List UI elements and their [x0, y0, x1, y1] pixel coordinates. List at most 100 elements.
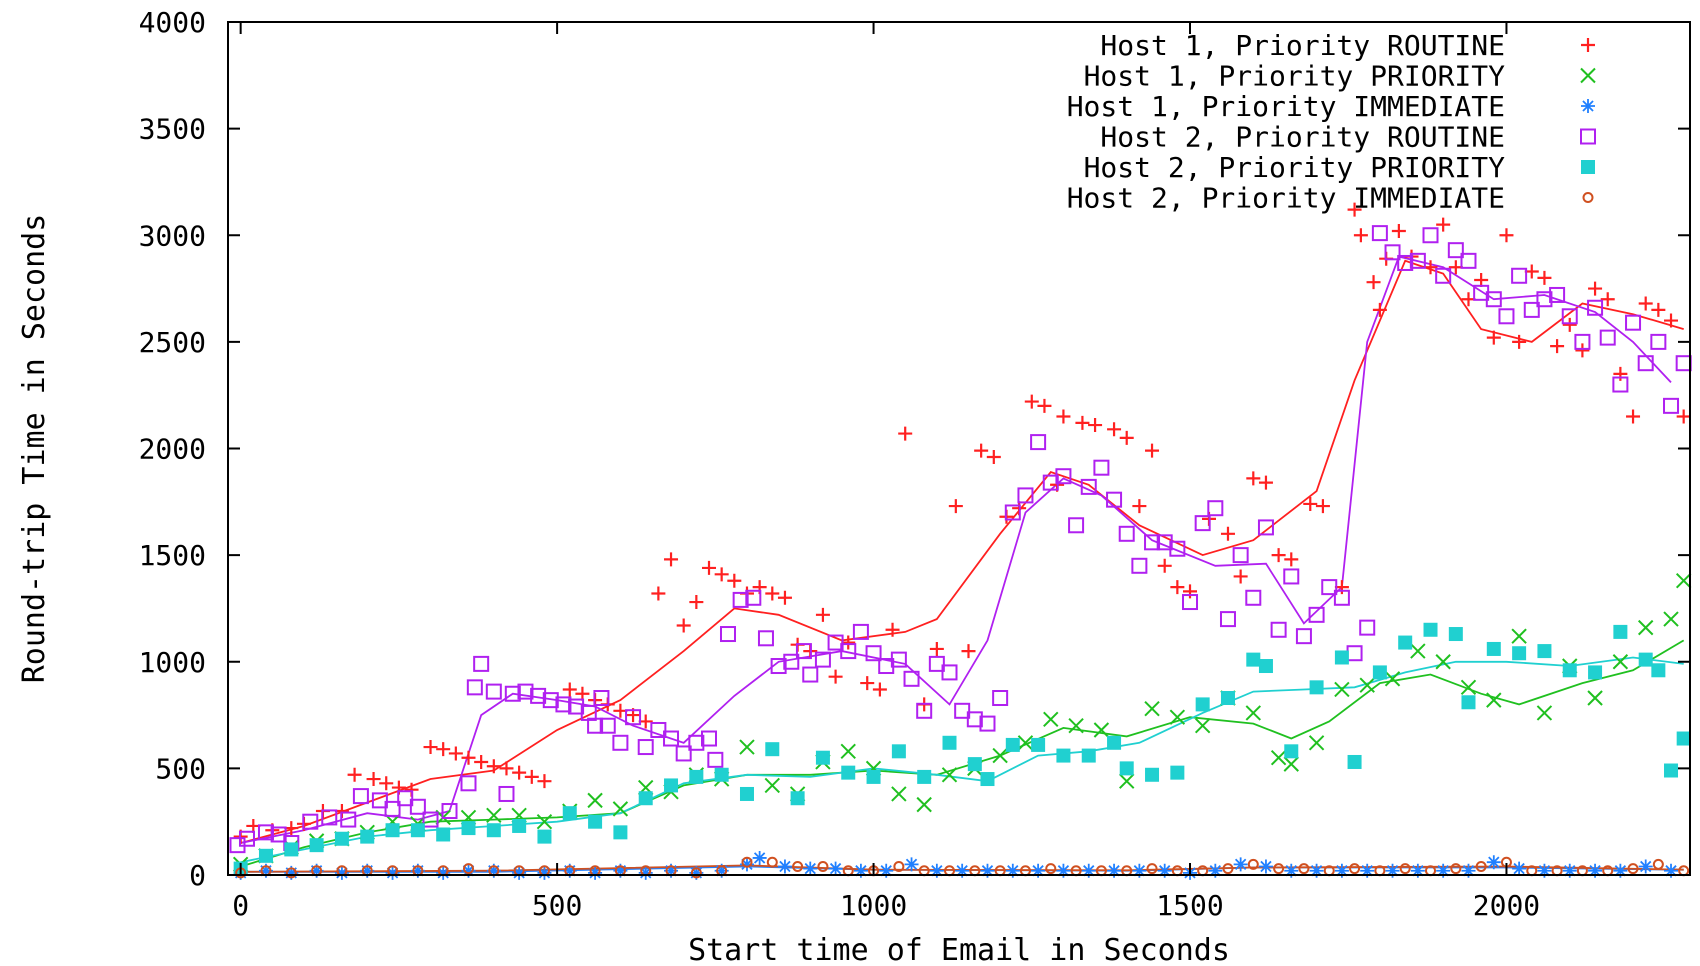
data-point — [986, 450, 1001, 465]
data-point — [1436, 863, 1451, 878]
square-marker — [1587, 299, 1604, 316]
cross-marker — [1043, 711, 1059, 728]
plus-marker — [1366, 275, 1381, 290]
data-point — [885, 622, 900, 637]
data-point — [891, 744, 906, 759]
data-point — [1081, 748, 1096, 763]
square-marker — [238, 830, 255, 847]
data-point — [790, 791, 805, 806]
data-point — [448, 746, 463, 761]
data-point — [441, 803, 458, 820]
data-point — [1523, 301, 1540, 318]
data-point — [866, 769, 881, 784]
data-point — [827, 634, 844, 651]
plus-marker — [777, 590, 792, 605]
data-point — [1613, 624, 1628, 639]
square-marker — [466, 679, 483, 696]
plus-marker — [1537, 270, 1552, 285]
data-point — [1562, 317, 1577, 332]
cross-marker — [1144, 700, 1160, 717]
data-point — [1257, 519, 1274, 536]
filled-square-marker — [1676, 731, 1691, 746]
plus-marker — [486, 759, 501, 774]
data-point — [474, 754, 489, 769]
data-point — [1588, 863, 1603, 878]
plus-marker — [1575, 343, 1590, 358]
data-point — [1398, 635, 1413, 650]
square-marker — [270, 826, 287, 843]
square-marker — [1219, 611, 1236, 628]
square-marker — [530, 687, 547, 704]
star-marker — [1284, 863, 1299, 878]
trend-line — [240, 259, 1684, 844]
data-point — [1599, 329, 1616, 346]
plus-marker — [1436, 217, 1451, 232]
filled-square-marker — [309, 838, 324, 853]
y-tick-label: 0 — [189, 859, 206, 892]
plus-marker — [1581, 38, 1595, 52]
data-point — [1245, 705, 1262, 721]
data-point — [1183, 584, 1198, 599]
data-point — [1233, 857, 1248, 872]
y-tick-label: 3000 — [139, 219, 206, 252]
cross-marker — [1435, 654, 1451, 670]
square-marker — [1080, 478, 1097, 495]
data-point — [739, 739, 755, 755]
square-marker — [890, 651, 907, 668]
square-marker — [422, 811, 439, 828]
filled-square-marker — [790, 791, 805, 806]
data-point — [954, 702, 971, 719]
cross-marker — [1637, 619, 1654, 636]
y-tick-label: 1000 — [139, 646, 206, 679]
data-point — [664, 863, 679, 878]
star-marker — [486, 863, 501, 878]
data-point — [1651, 663, 1666, 678]
plus-marker — [689, 595, 704, 610]
data-point — [1423, 622, 1438, 637]
data-point — [486, 759, 501, 774]
plus-marker — [448, 746, 463, 761]
square-marker — [1536, 291, 1553, 308]
data-point — [1283, 756, 1299, 772]
data-point — [1663, 611, 1679, 627]
data-point — [1298, 863, 1310, 875]
data-point — [385, 823, 400, 838]
data-point — [1612, 654, 1629, 670]
data-point — [473, 655, 490, 672]
data-point — [1664, 763, 1679, 778]
data-point — [1132, 499, 1147, 514]
data-point — [1284, 552, 1299, 567]
data-point — [732, 591, 749, 608]
cross-marker — [1612, 654, 1629, 670]
data-point — [366, 772, 381, 787]
filled-square-marker — [1258, 659, 1273, 674]
plus-marker — [860, 676, 875, 691]
legend-entry: Host 2, Priority PRIORITY — [1084, 151, 1506, 184]
data-point — [814, 651, 831, 668]
data-point — [1499, 228, 1514, 243]
square-marker — [1131, 557, 1148, 574]
filled-square-marker — [1195, 697, 1210, 712]
square-marker — [1346, 645, 1363, 662]
data-point — [1562, 863, 1577, 878]
data-point — [917, 769, 932, 784]
data-point — [903, 670, 920, 687]
star-marker — [1613, 863, 1628, 878]
data-point — [1650, 333, 1667, 350]
data-point — [1627, 863, 1639, 875]
data-point — [1303, 496, 1318, 511]
plus-marker — [1271, 548, 1286, 563]
filled-square-marker — [1170, 765, 1185, 780]
data-point — [258, 848, 273, 863]
data-point — [1372, 665, 1387, 680]
filled-square-marker — [1119, 761, 1134, 776]
data-point — [1613, 366, 1628, 381]
filled-square-marker — [866, 769, 881, 784]
plus-marker — [1588, 281, 1603, 296]
plus-marker — [1233, 569, 1248, 584]
data-point — [1561, 308, 1578, 325]
square-marker — [637, 739, 654, 756]
filled-square-marker — [1423, 622, 1438, 637]
legend-marker — [1580, 128, 1596, 145]
